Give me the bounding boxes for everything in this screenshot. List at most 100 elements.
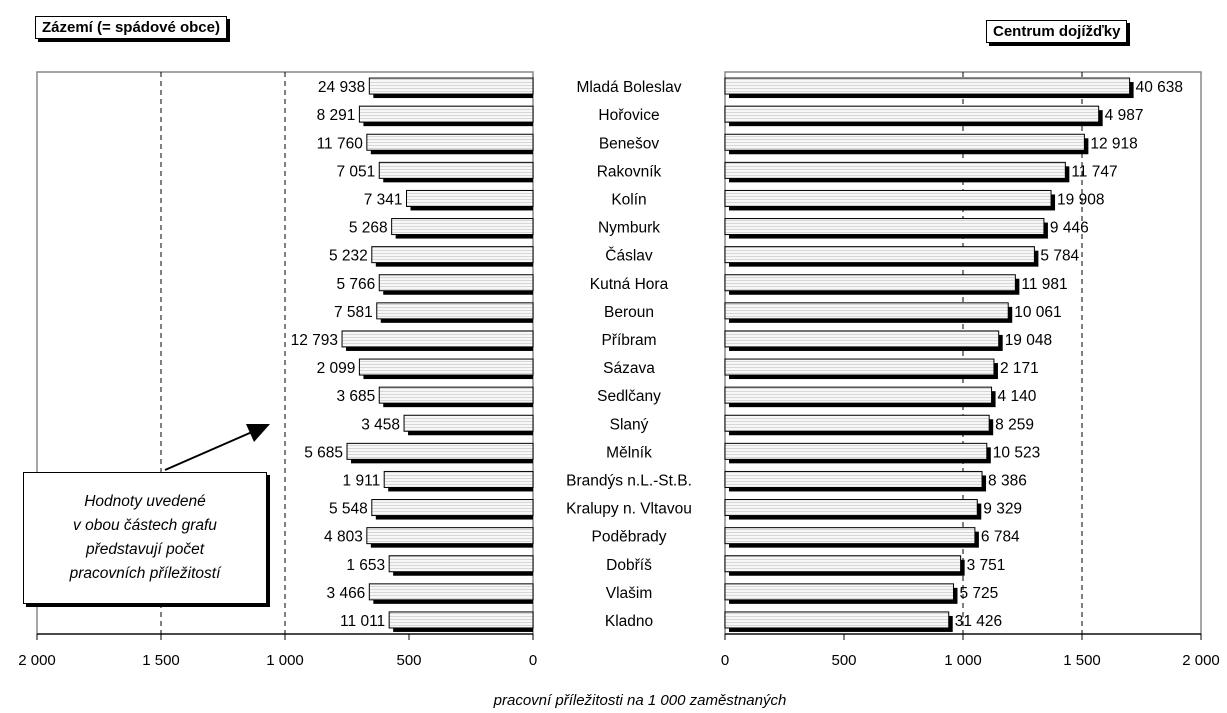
left-data-label: 5 548 [329, 501, 368, 518]
note-line: představují počet [85, 541, 205, 558]
right-tick-label: 1 000 [944, 652, 982, 669]
category-label: Slaný [610, 416, 649, 433]
right-tick-label: 0 [721, 652, 729, 669]
left-tick-label: 1 000 [266, 652, 304, 669]
left-bar [406, 189, 534, 207]
right-tick-label: 1 500 [1063, 652, 1101, 669]
right-tick-label: 2 000 [1182, 652, 1220, 669]
right-data-label: 8 259 [995, 416, 1034, 433]
category-label: Brandýs n.L.-St.B. [566, 472, 692, 489]
left-data-label: 1 653 [346, 557, 385, 574]
left-bar [368, 77, 534, 95]
right-data-label: 10 061 [1014, 304, 1061, 321]
category-label: Kladno [605, 613, 653, 630]
left-data-label: 4 803 [324, 529, 363, 546]
right-bar [724, 330, 1000, 348]
right-bar [724, 386, 993, 404]
right-bar [724, 611, 950, 629]
right-data-label: 5 725 [959, 585, 998, 602]
right-data-label: 10 523 [993, 444, 1040, 461]
right-data-label: 3 751 [967, 557, 1006, 574]
category-label: Hořovice [598, 107, 659, 124]
right-data-label: 31 426 [955, 613, 1002, 630]
right-data-label: 5 784 [1040, 248, 1079, 265]
left-panel: 2 000 1 500 1 000 500 0 24 938 8 291 11 760 7 05… [18, 71, 537, 669]
left-bar [358, 358, 534, 376]
right-data-label: 8 386 [988, 472, 1027, 489]
right-panel-title: Centrum dojížďky [986, 20, 1128, 43]
left-data-label: 1 911 [343, 472, 381, 489]
right-data-label: 12 918 [1090, 135, 1137, 152]
right-bar [724, 218, 1045, 236]
right-bar [724, 77, 1131, 95]
left-bar [378, 161, 534, 179]
note-box: Hodnoty uvedené v obou částech grafu pře… [23, 472, 267, 604]
category-label: Nymburk [598, 220, 660, 237]
right-data-label: 19 908 [1057, 191, 1104, 208]
left-data-label: 8 291 [317, 107, 356, 124]
left-data-label: 7 581 [334, 304, 373, 321]
category-labels: Mladá Boleslav Hořovice Benešov Rakovník Kol… [566, 79, 692, 630]
category-label: Mělník [606, 444, 652, 461]
left-bar [383, 470, 534, 488]
right-bar [724, 358, 995, 376]
left-data-label: 2 099 [317, 360, 356, 377]
left-tick-label: 500 [396, 652, 421, 669]
left-bar [378, 274, 534, 292]
category-label: Kutná Hora [590, 276, 669, 293]
left-bar [341, 330, 534, 348]
right-bar [724, 499, 978, 517]
right-bar [724, 414, 990, 432]
category-label: Kolín [611, 191, 646, 208]
note-arrow [164, 424, 270, 471]
left-tick-label: 2 000 [18, 652, 56, 669]
left-data-label: 3 458 [361, 416, 400, 433]
right-data-label: 4 140 [998, 388, 1037, 405]
left-bar [391, 218, 534, 236]
right-bar [724, 274, 1016, 292]
category-label: Poděbrady [592, 529, 667, 546]
right-data-label: 9 446 [1050, 220, 1089, 237]
right-data-label: 2 171 [1000, 360, 1039, 377]
left-bar [388, 611, 534, 629]
left-data-label: 24 938 [318, 79, 365, 96]
right-data-label: 40 638 [1136, 79, 1183, 96]
left-data-label: 7 051 [336, 163, 375, 180]
category-label: Vlašim [606, 585, 653, 602]
category-label: Mladá Boleslav [576, 79, 681, 96]
left-data-label: 12 793 [291, 332, 338, 349]
right-bar [724, 161, 1066, 179]
left-tick-label: 0 [529, 652, 537, 669]
category-label: Kralupy n. Vltavou [566, 501, 692, 518]
right-bar [724, 555, 962, 573]
category-label: Čáslav [605, 248, 653, 265]
right-data-label: 11 981 [1021, 276, 1067, 293]
category-label: Benešov [599, 135, 660, 152]
left-data-label: 5 268 [349, 220, 388, 237]
category-label: Rakovník [597, 163, 662, 180]
left-bar [366, 133, 534, 151]
right-tick-label: 500 [831, 652, 856, 669]
right-bar [724, 189, 1052, 207]
right-bar [724, 583, 954, 601]
category-label: Sedlčany [597, 388, 661, 405]
right-data-label: 6 784 [981, 529, 1020, 546]
right-bar [724, 302, 1009, 320]
left-bar [368, 583, 534, 601]
left-data-label: 3 466 [327, 585, 366, 602]
right-bar [724, 470, 983, 488]
category-label: Příbram [601, 332, 656, 349]
left-bar [358, 105, 534, 123]
left-data-label: 3 685 [336, 388, 375, 405]
right-bar [724, 442, 988, 460]
x-axis-label: pracovní příležitosti na 1 000 zaměstnan… [493, 692, 787, 709]
category-label: Dobříš [606, 557, 652, 574]
left-bar [403, 414, 534, 432]
left-panel-title: Zázemí (= spádové obce) [35, 16, 227, 39]
left-data-label: 5 232 [329, 248, 368, 265]
left-bar [346, 442, 534, 460]
left-bar [388, 555, 534, 573]
left-data-label: 11 760 [317, 135, 364, 152]
left-tick-label: 1 500 [142, 652, 180, 669]
